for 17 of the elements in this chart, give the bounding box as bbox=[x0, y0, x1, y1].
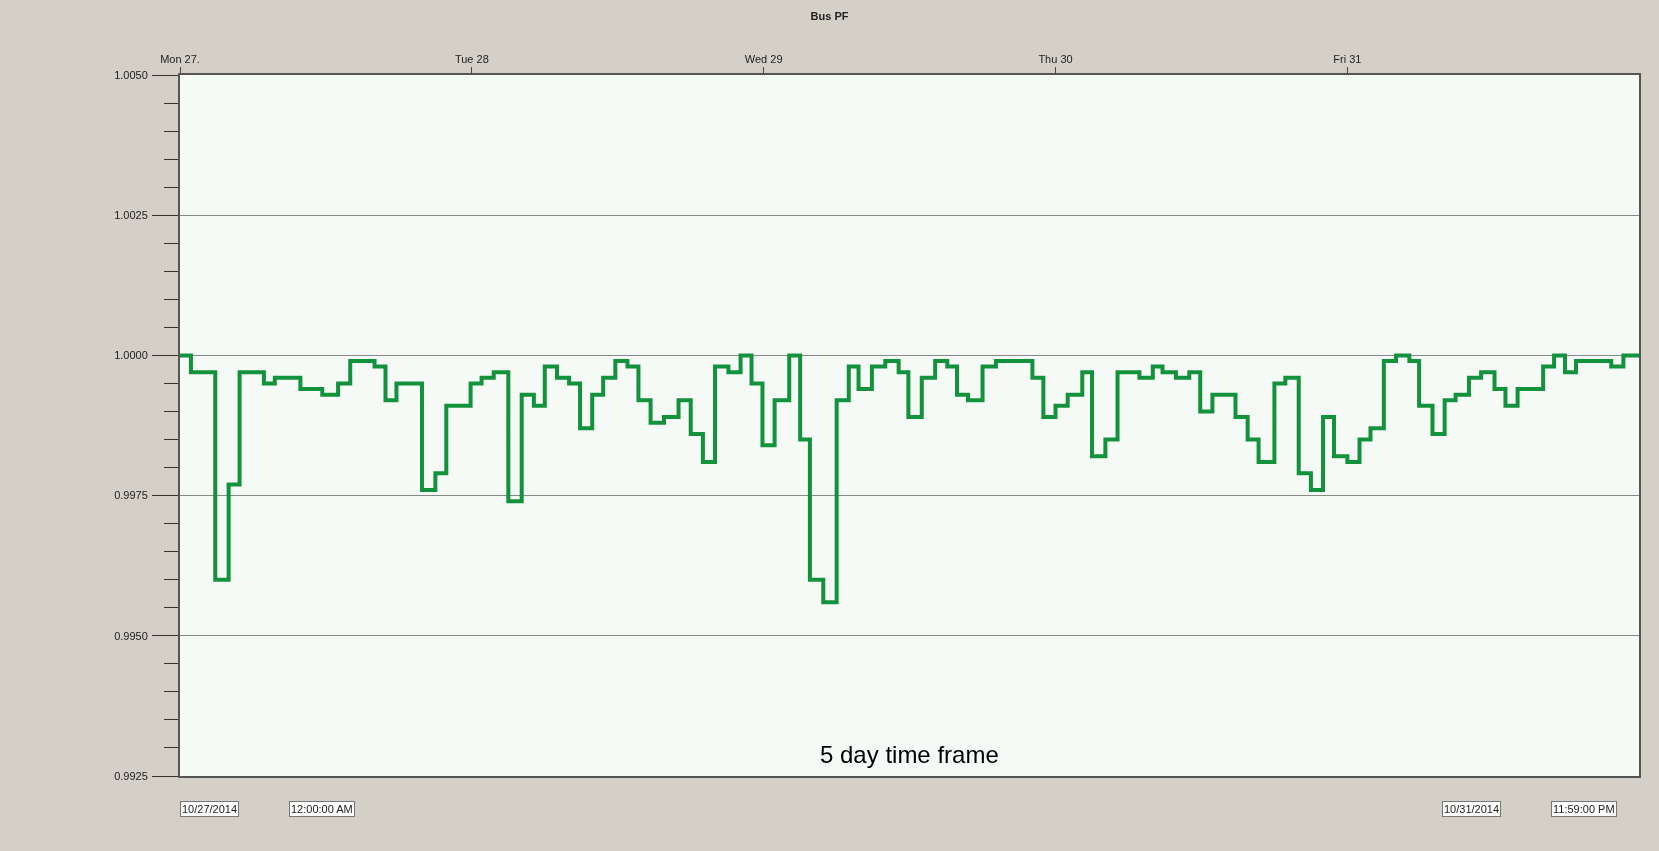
text: 11:59:00 PM bbox=[1553, 803, 1615, 815]
y-tick-label: 0.9925 bbox=[114, 769, 148, 782]
x-tick-label: Mon 27. bbox=[160, 52, 200, 65]
chart-title: Bus PF bbox=[810, 10, 849, 23]
y-tick-label: 0.9975 bbox=[114, 489, 148, 502]
y-tick-label: 1.0050 bbox=[114, 68, 148, 81]
x-tick-label: Thu 30 bbox=[1038, 52, 1073, 65]
x-tick-label: Wed 29 bbox=[744, 52, 783, 65]
annotation: 5 day time frame bbox=[820, 741, 999, 768]
y-tick-label: 1.0000 bbox=[114, 349, 148, 362]
y-tick-label: 0.9950 bbox=[114, 629, 148, 642]
text: 10/27/2014 bbox=[182, 803, 238, 815]
text: 12:00:00 AM bbox=[291, 803, 353, 815]
x-tick-label: Fri 31 bbox=[1333, 52, 1362, 65]
text: 10/31/2014 bbox=[1444, 803, 1500, 815]
x-tick-label: Tue 28 bbox=[454, 52, 489, 65]
y-tick-label: 1.0025 bbox=[114, 209, 148, 222]
